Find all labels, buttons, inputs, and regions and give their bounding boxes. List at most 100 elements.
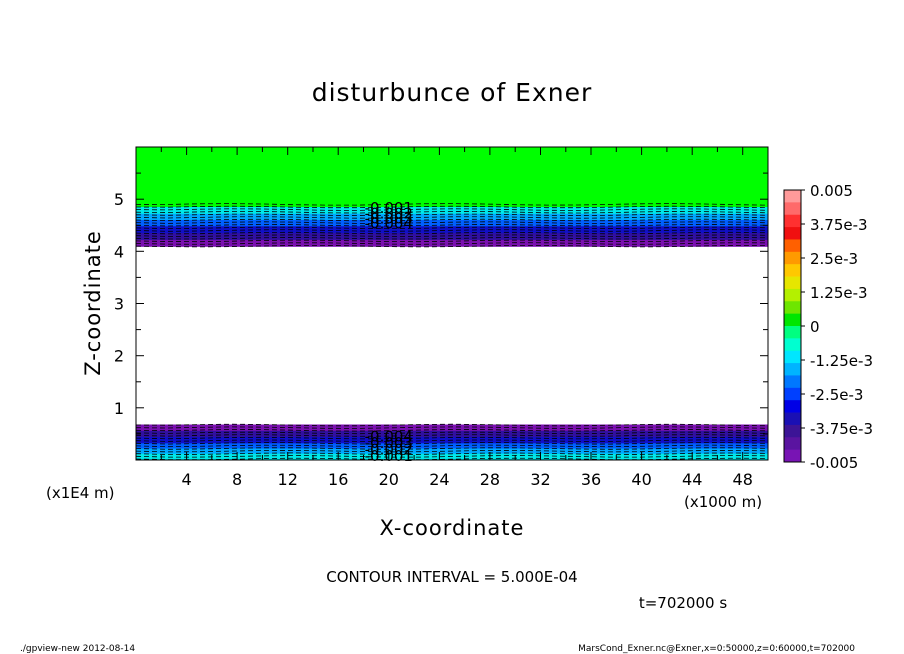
colorbar-swatch-1 — [784, 202, 801, 216]
colorbar-swatch-14 — [784, 363, 801, 376]
contour-line-25 — [136, 436, 768, 440]
contour-line-6 — [136, 229, 768, 232]
contour-line-16 — [136, 203, 768, 206]
band-6 — [136, 239, 768, 247]
x-tick-label-24: 24 — [429, 470, 449, 489]
contour-line-4 — [136, 234, 768, 237]
contour-interval-text: CONTOUR INTERVAL = 5.000E-04 — [326, 568, 577, 586]
colorbar-swatch-8 — [784, 288, 801, 302]
colorbar-swatch-20 — [784, 437, 801, 451]
y-tick-label-1: 1 — [114, 399, 124, 418]
y-tick-label-4: 4 — [114, 242, 124, 261]
colorbar-label-2: 2.5e-3 — [810, 250, 858, 268]
contour-line-17 — [136, 457, 768, 460]
y-axis: 1 2 3 4 5 — [114, 172, 768, 435]
x-tick-label-48: 48 — [733, 470, 753, 489]
contour-line-19 — [136, 452, 768, 455]
contour-line-23 — [136, 442, 768, 445]
contour-line-15 — [136, 205, 768, 209]
contour-line-8 — [136, 224, 768, 227]
footer-left: ./gpview-new 2012-08-14 — [20, 644, 135, 654]
colorbar: 0.005 3.75e-3 2.5e-3 1.25e-3 0 -1.25e-3 -2.5e-… — [783, 182, 873, 472]
colorbar-swatch-21 — [784, 449, 801, 463]
x-tick-label-36: 36 — [581, 470, 601, 489]
x-tick-label-4: 4 — [182, 470, 192, 489]
colorbar-label-1: 3.75e-3 — [810, 216, 868, 234]
band-0 — [136, 147, 768, 208]
colorbar-swatch-3 — [784, 227, 801, 240]
contour-label-0: -0.001 — [365, 199, 413, 217]
x-tick-label-8: 8 — [232, 470, 242, 489]
y-tick-label-3: 3 — [114, 295, 124, 314]
contour-label-1: -0.002 — [365, 204, 413, 222]
x-tick-label-20: 20 — [379, 470, 399, 489]
contour-label-6: -0.002 — [365, 441, 413, 459]
contour-line-1 — [136, 242, 768, 245]
colorbar-swatch-2 — [784, 214, 801, 228]
colorbar-swatch-10 — [784, 313, 801, 327]
colorbar-swatch-19 — [784, 424, 801, 438]
x-axis: 4 8 12 16 20 24 28 32 36 40 44 48 — [160, 147, 753, 489]
band-3 — [136, 220, 768, 227]
band-5 — [136, 233, 768, 241]
plot-area — [136, 147, 768, 460]
contour-label-3: -0.004 — [365, 215, 413, 233]
colorbar-swatch-16 — [784, 387, 801, 401]
contour-line-29 — [136, 426, 768, 429]
colorbar-label-6: -2.5e-3 — [810, 386, 863, 404]
colorbar-swatch-12 — [784, 338, 801, 352]
contour-label-2: -0.003 — [365, 210, 413, 228]
colorbar-swatch-5 — [784, 251, 801, 265]
contour-line-27 — [136, 431, 768, 435]
contour-line-9 — [136, 221, 768, 224]
contour-line-22 — [136, 444, 768, 448]
colorbar-label-0: 0.005 — [810, 182, 853, 200]
contour-line-7 — [136, 226, 768, 230]
colorbar-swatch-17 — [784, 400, 801, 413]
chart-title: disturbunce of Exner — [312, 78, 593, 107]
colorbar-swatch-15 — [784, 375, 801, 389]
contour-line-24 — [136, 439, 768, 442]
x-tick-label-12: 12 — [278, 470, 298, 489]
contour-lines — [136, 203, 768, 460]
y-axis-title: Z-coordinate — [81, 230, 105, 376]
contour-line-20 — [136, 449, 768, 453]
contour-label-group: -0.001-0.002-0.003-0.004-0.004-0.003-0.0… — [365, 199, 413, 465]
colorbar-label-5: -1.25e-3 — [810, 352, 873, 370]
contour-line-13 — [136, 210, 768, 214]
contour-label-5: -0.003 — [365, 434, 413, 452]
contour-line-2 — [136, 239, 768, 243]
band-1 — [136, 207, 768, 215]
band-8 — [136, 430, 768, 438]
colorbar-swatch-7 — [784, 276, 801, 290]
contour-line-18 — [136, 455, 768, 458]
contour-line-11 — [136, 216, 768, 219]
contour-line-10 — [136, 218, 768, 222]
x-tick-label-44: 44 — [682, 470, 702, 489]
x-tick-label-40: 40 — [631, 470, 651, 489]
y-unit-label: (x1E4 m) — [46, 484, 115, 502]
band-7 — [136, 424, 768, 432]
colorbar-swatch-11 — [784, 326, 801, 339]
colorbar-label-3: 1.25e-3 — [810, 284, 868, 302]
contour-line-21 — [136, 447, 768, 450]
colorbar-swatch-6 — [784, 264, 801, 277]
colorbar-swatch-4 — [784, 239, 801, 253]
y-tick-label-5: 5 — [114, 190, 124, 209]
contour-line-26 — [136, 434, 768, 437]
x-unit-label: (x1000 m) — [684, 493, 762, 511]
band-10 — [136, 443, 768, 450]
x-axis-title: X-coordinate — [380, 516, 525, 540]
contour-line-14 — [136, 208, 768, 211]
x-tick-label-16: 16 — [328, 470, 348, 489]
contour-label-4: -0.004 — [365, 428, 413, 446]
contour-line-3 — [136, 237, 768, 240]
colorbar-label-4: 0 — [810, 318, 820, 336]
colorbar-label-7: -3.75e-3 — [810, 420, 873, 438]
x-tick-label-32: 32 — [530, 470, 550, 489]
colorbar-swatch-18 — [784, 412, 801, 426]
contour-line-28 — [136, 429, 768, 432]
time-text: t=702000 s — [639, 594, 727, 612]
contour-line-5 — [136, 231, 768, 235]
